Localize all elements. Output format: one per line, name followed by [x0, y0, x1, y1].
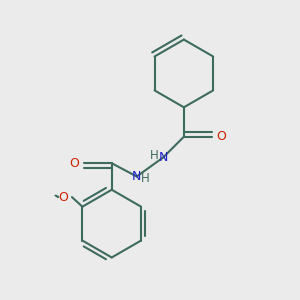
Text: O: O	[69, 157, 79, 170]
Text: H: H	[141, 172, 150, 185]
Text: N: N	[159, 151, 168, 164]
Text: H: H	[150, 148, 159, 161]
Text: N: N	[132, 170, 141, 183]
Text: O: O	[58, 190, 68, 204]
Text: methoxy: methoxy	[54, 195, 60, 196]
Text: O: O	[217, 130, 226, 143]
